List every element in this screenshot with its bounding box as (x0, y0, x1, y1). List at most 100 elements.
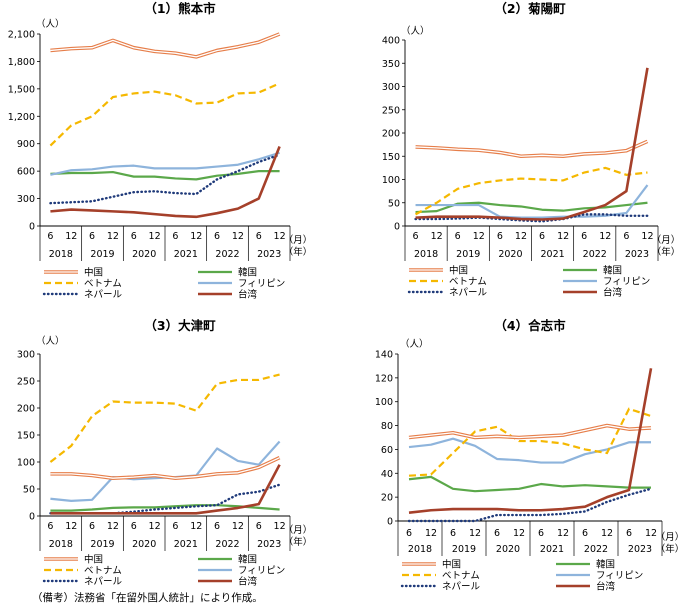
legend-label: ネパール (84, 290, 123, 301)
legend-entry-vietnam: ベトナム (44, 566, 122, 577)
x-unit-month: （月） (284, 524, 313, 536)
x-month-label: 6 (89, 521, 95, 532)
panel-kikuyo: （2）菊陽町 （人） 0 50 100 150 200 250 300 350 400 6 12 6 12 6… (382, 1, 680, 299)
series-line-taiwan (50, 464, 281, 515)
x-month-label: 12 (65, 521, 77, 532)
x-month-label: 6 (172, 521, 178, 532)
x-year-label: 2018 (49, 249, 73, 260)
x-month-label: 12 (425, 528, 437, 539)
y-tick-label: 80 (381, 421, 393, 432)
legend-label: ネパール (449, 288, 488, 299)
x-year-label: 2019 (90, 249, 114, 260)
legend-entry-philippines: フィリピン (198, 566, 285, 577)
x-month-label: 6 (581, 231, 587, 242)
legend-label: 台湾 (238, 576, 258, 588)
x-month-label: 6 (582, 528, 588, 539)
legend-entry-vietnam: ベトナム (409, 277, 487, 288)
x-month-label: 6 (47, 231, 53, 242)
legend-label: 中国 (84, 554, 103, 566)
x-year-label: 2019 (90, 539, 114, 550)
legend-label: 中国 (442, 559, 461, 571)
x-month-label: 12 (232, 521, 244, 532)
y-tick-label: 1,200 (8, 112, 35, 123)
x-year-label: 2021 (174, 249, 198, 260)
panel-kumamoto: （1）熊本市 （人） 0 300 600 900 1,200 1,500 1,800 2,100 6… (8, 1, 312, 301)
x-year-label: 2019 (452, 544, 476, 555)
legend-entry-china: 中国 (44, 267, 103, 279)
legend-entry-nepal: ネパール (42, 290, 123, 301)
x-month-label: 6 (455, 231, 461, 242)
y-tick-label: 200 (17, 404, 35, 415)
legend-label: ネパール (442, 582, 481, 593)
chart-title: （3）大津町 (144, 318, 216, 333)
panel-ozu: （3）大津町 （人） 0 50 100 150 200 250 300 6 12 6 12 6 12 6 12 6… (17, 318, 312, 588)
x-month-label: 12 (274, 231, 286, 242)
x-month-label: 6 (539, 231, 545, 242)
x-month-label: 12 (149, 231, 161, 242)
y-tick-label: 2,100 (8, 30, 35, 41)
x-unit-year: （年） (656, 543, 685, 555)
x-unit-month: （月） (284, 234, 313, 246)
x-month-label: 6 (494, 528, 500, 539)
x-year-label: 2019 (456, 249, 480, 260)
series-line-philippines (415, 184, 649, 219)
x-month-label: 12 (190, 231, 202, 242)
chart-title: （2）菊陽町 (494, 1, 566, 16)
y-tick-label: 0 (29, 512, 35, 523)
x-year-label: 2023 (625, 249, 649, 260)
y-tick-label: 60 (381, 445, 393, 456)
x-month-label: 12 (515, 231, 527, 242)
x-month-label: 12 (107, 521, 119, 532)
x-month-label: 12 (557, 528, 569, 539)
legend-entry-taiwan: 台湾 (198, 576, 258, 588)
y-tick-label: 50 (23, 485, 35, 496)
x-unit-year: （年） (652, 246, 681, 258)
legend-label: ネパール (84, 577, 123, 588)
x-month-label: 6 (623, 231, 629, 242)
x-year-label: 2018 (408, 544, 432, 555)
x-month-label: 12 (232, 231, 244, 242)
y-tick-label: 40 (381, 469, 393, 480)
legend-entry-taiwan: 台湾 (556, 581, 616, 593)
y-tick-label: 300 (382, 82, 400, 93)
y-tick-label: 150 (17, 431, 35, 442)
series-line-nepal (49, 153, 281, 205)
y-tick-label: 200 (382, 129, 400, 140)
x-month-label: 6 (214, 231, 220, 242)
series-line-nepal (414, 213, 649, 223)
legend-entry-china: 中国 (409, 265, 468, 277)
x-month-label: 6 (626, 528, 632, 539)
legend-entry-korea: 韓国 (198, 555, 257, 566)
legend-entry-philippines: フィリピン (556, 571, 643, 582)
legend-entry-taiwan: 台湾 (198, 289, 258, 301)
x-year-label: 2020 (132, 539, 156, 550)
x-year-label: 2022 (215, 249, 239, 260)
y-tick-label: 250 (382, 105, 400, 116)
x-month-label: 6 (497, 231, 503, 242)
series-line-china-inner (50, 457, 280, 479)
legend-label: 韓国 (238, 555, 257, 566)
series-line-china-inner (50, 33, 280, 58)
x-month-label: 6 (131, 521, 137, 532)
legend-label: 台湾 (603, 287, 623, 299)
y-tick-label: 120 (375, 373, 393, 384)
x-month-label: 6 (172, 231, 178, 242)
x-month-label: 12 (431, 231, 443, 242)
series-line-taiwan (408, 368, 653, 514)
y-tick-label: 1,800 (8, 57, 35, 68)
x-year-label: 2020 (132, 249, 156, 260)
x-month-label: 12 (473, 231, 485, 242)
legend-label: ベトナム (449, 277, 487, 288)
legend-label: 韓国 (238, 268, 257, 279)
series-line-china-inner (415, 140, 648, 157)
y-tick-label: 140 (375, 350, 393, 361)
x-year-label: 2023 (257, 539, 281, 550)
legend-entry-vietnam: ベトナム (402, 571, 480, 582)
x-year-label: 2022 (583, 249, 607, 260)
x-year-label: 2020 (496, 544, 520, 555)
x-year-label: 2021 (174, 539, 198, 550)
x-month-label: 6 (450, 528, 456, 539)
legend-entry-korea: 韓国 (198, 268, 257, 279)
x-month-label: 12 (65, 231, 77, 242)
